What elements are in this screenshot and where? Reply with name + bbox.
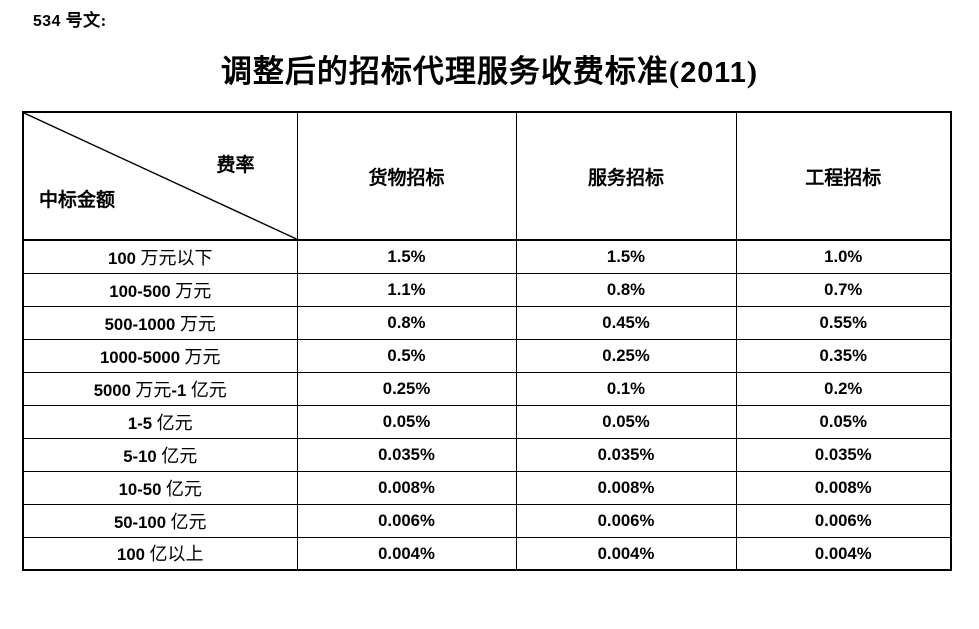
rate-cell: 0.55% bbox=[735, 305, 952, 340]
table-row: 500-1000 万元 0.8% 0.45% 0.55% bbox=[22, 305, 952, 340]
table-row: 10-50 亿元 0.008% 0.008% 0.008% bbox=[22, 470, 952, 505]
rate-cell: 0.25% bbox=[296, 371, 517, 406]
table-row: 100 万元以下 1.5% 1.5% 1.0% bbox=[22, 239, 952, 274]
table-row: 100 亿以上 0.004% 0.004% 0.004% bbox=[22, 536, 952, 571]
diagonal-divider-line bbox=[24, 113, 297, 239]
amount-cell: 1000-5000 万元 bbox=[22, 338, 298, 373]
table-row: 5-10 亿元 0.035% 0.035% 0.035% bbox=[22, 437, 952, 472]
rate-cell: 0.2% bbox=[735, 371, 952, 406]
rate-cell: 0.45% bbox=[515, 305, 737, 340]
rate-cell: 0.8% bbox=[515, 272, 737, 307]
rate-cell: 0.05% bbox=[515, 404, 737, 439]
column-header-goods: 货物招标 bbox=[296, 111, 517, 241]
rate-cell: 1.0% bbox=[735, 239, 952, 274]
rate-cell: 0.008% bbox=[735, 470, 952, 505]
amount-cell: 50-100 亿元 bbox=[22, 503, 298, 538]
amount-cell: 100 亿以上 bbox=[22, 536, 298, 571]
rate-cell: 0.35% bbox=[735, 338, 952, 373]
corner-label-bid-amount: 中标金额 bbox=[39, 190, 116, 211]
amount-cell: 1-5 亿元 bbox=[22, 404, 298, 439]
table-row: 100-500 万元 1.1% 0.8% 0.7% bbox=[22, 272, 952, 307]
amount-cell: 100-500 万元 bbox=[22, 272, 298, 307]
rate-cell: 0.1% bbox=[515, 371, 737, 406]
rate-cell: 0.004% bbox=[515, 536, 737, 571]
amount-cell: 5-10 亿元 bbox=[22, 437, 298, 472]
amount-cell: 100 万元以下 bbox=[22, 239, 298, 274]
rate-cell: 0.035% bbox=[296, 437, 517, 472]
table-row: 5000 万元-1 亿元 0.25% 0.1% 0.2% bbox=[22, 371, 952, 406]
doc-number-label: 534 号文: bbox=[33, 11, 107, 30]
rate-cell: 0.8% bbox=[296, 305, 517, 340]
table-row: 50-100 亿元 0.006% 0.006% 0.006% bbox=[22, 503, 952, 538]
rate-cell: 0.25% bbox=[515, 338, 737, 373]
rate-cell: 0.006% bbox=[735, 503, 952, 538]
rate-cell: 0.006% bbox=[515, 503, 737, 538]
rate-cell: 0.004% bbox=[735, 536, 952, 571]
rate-cell: 0.05% bbox=[735, 404, 952, 439]
corner-cell: 费率 中标金额 bbox=[22, 111, 298, 241]
rate-cell: 1.5% bbox=[515, 239, 737, 274]
rate-cell: 0.05% bbox=[296, 404, 517, 439]
corner-label-fee-rate: 费率 bbox=[216, 155, 255, 176]
rate-cell: 0.004% bbox=[296, 536, 517, 571]
header-row: 费率 中标金额 货物招标 服务招标 工程招标 bbox=[22, 111, 952, 241]
rate-cell: 1.1% bbox=[296, 272, 517, 307]
fee-rate-table: 费率 中标金额 货物招标 服务招标 工程招标 100 万元以下 1.5% 1.5… bbox=[22, 111, 952, 571]
column-header-service: 服务招标 bbox=[515, 111, 737, 241]
amount-cell: 10-50 亿元 bbox=[22, 470, 298, 505]
amount-cell: 5000 万元-1 亿元 bbox=[22, 371, 298, 406]
rate-cell: 0.5% bbox=[296, 338, 517, 373]
rate-cell: 0.7% bbox=[735, 272, 952, 307]
rate-cell: 0.035% bbox=[735, 437, 952, 472]
rate-cell: 0.006% bbox=[296, 503, 517, 538]
amount-cell: 500-1000 万元 bbox=[22, 305, 298, 340]
table-row: 1-5 亿元 0.05% 0.05% 0.05% bbox=[22, 404, 952, 439]
rate-cell: 1.5% bbox=[296, 239, 517, 274]
page-title: 调整后的招标代理服务收费标准(2011) bbox=[220, 54, 759, 89]
rate-cell: 0.035% bbox=[515, 437, 737, 472]
column-header-engineering: 工程招标 bbox=[735, 111, 952, 241]
rate-cell: 0.008% bbox=[296, 470, 517, 505]
table-row: 1000-5000 万元 0.5% 0.25% 0.35% bbox=[22, 338, 952, 373]
rate-cell: 0.008% bbox=[515, 470, 737, 505]
